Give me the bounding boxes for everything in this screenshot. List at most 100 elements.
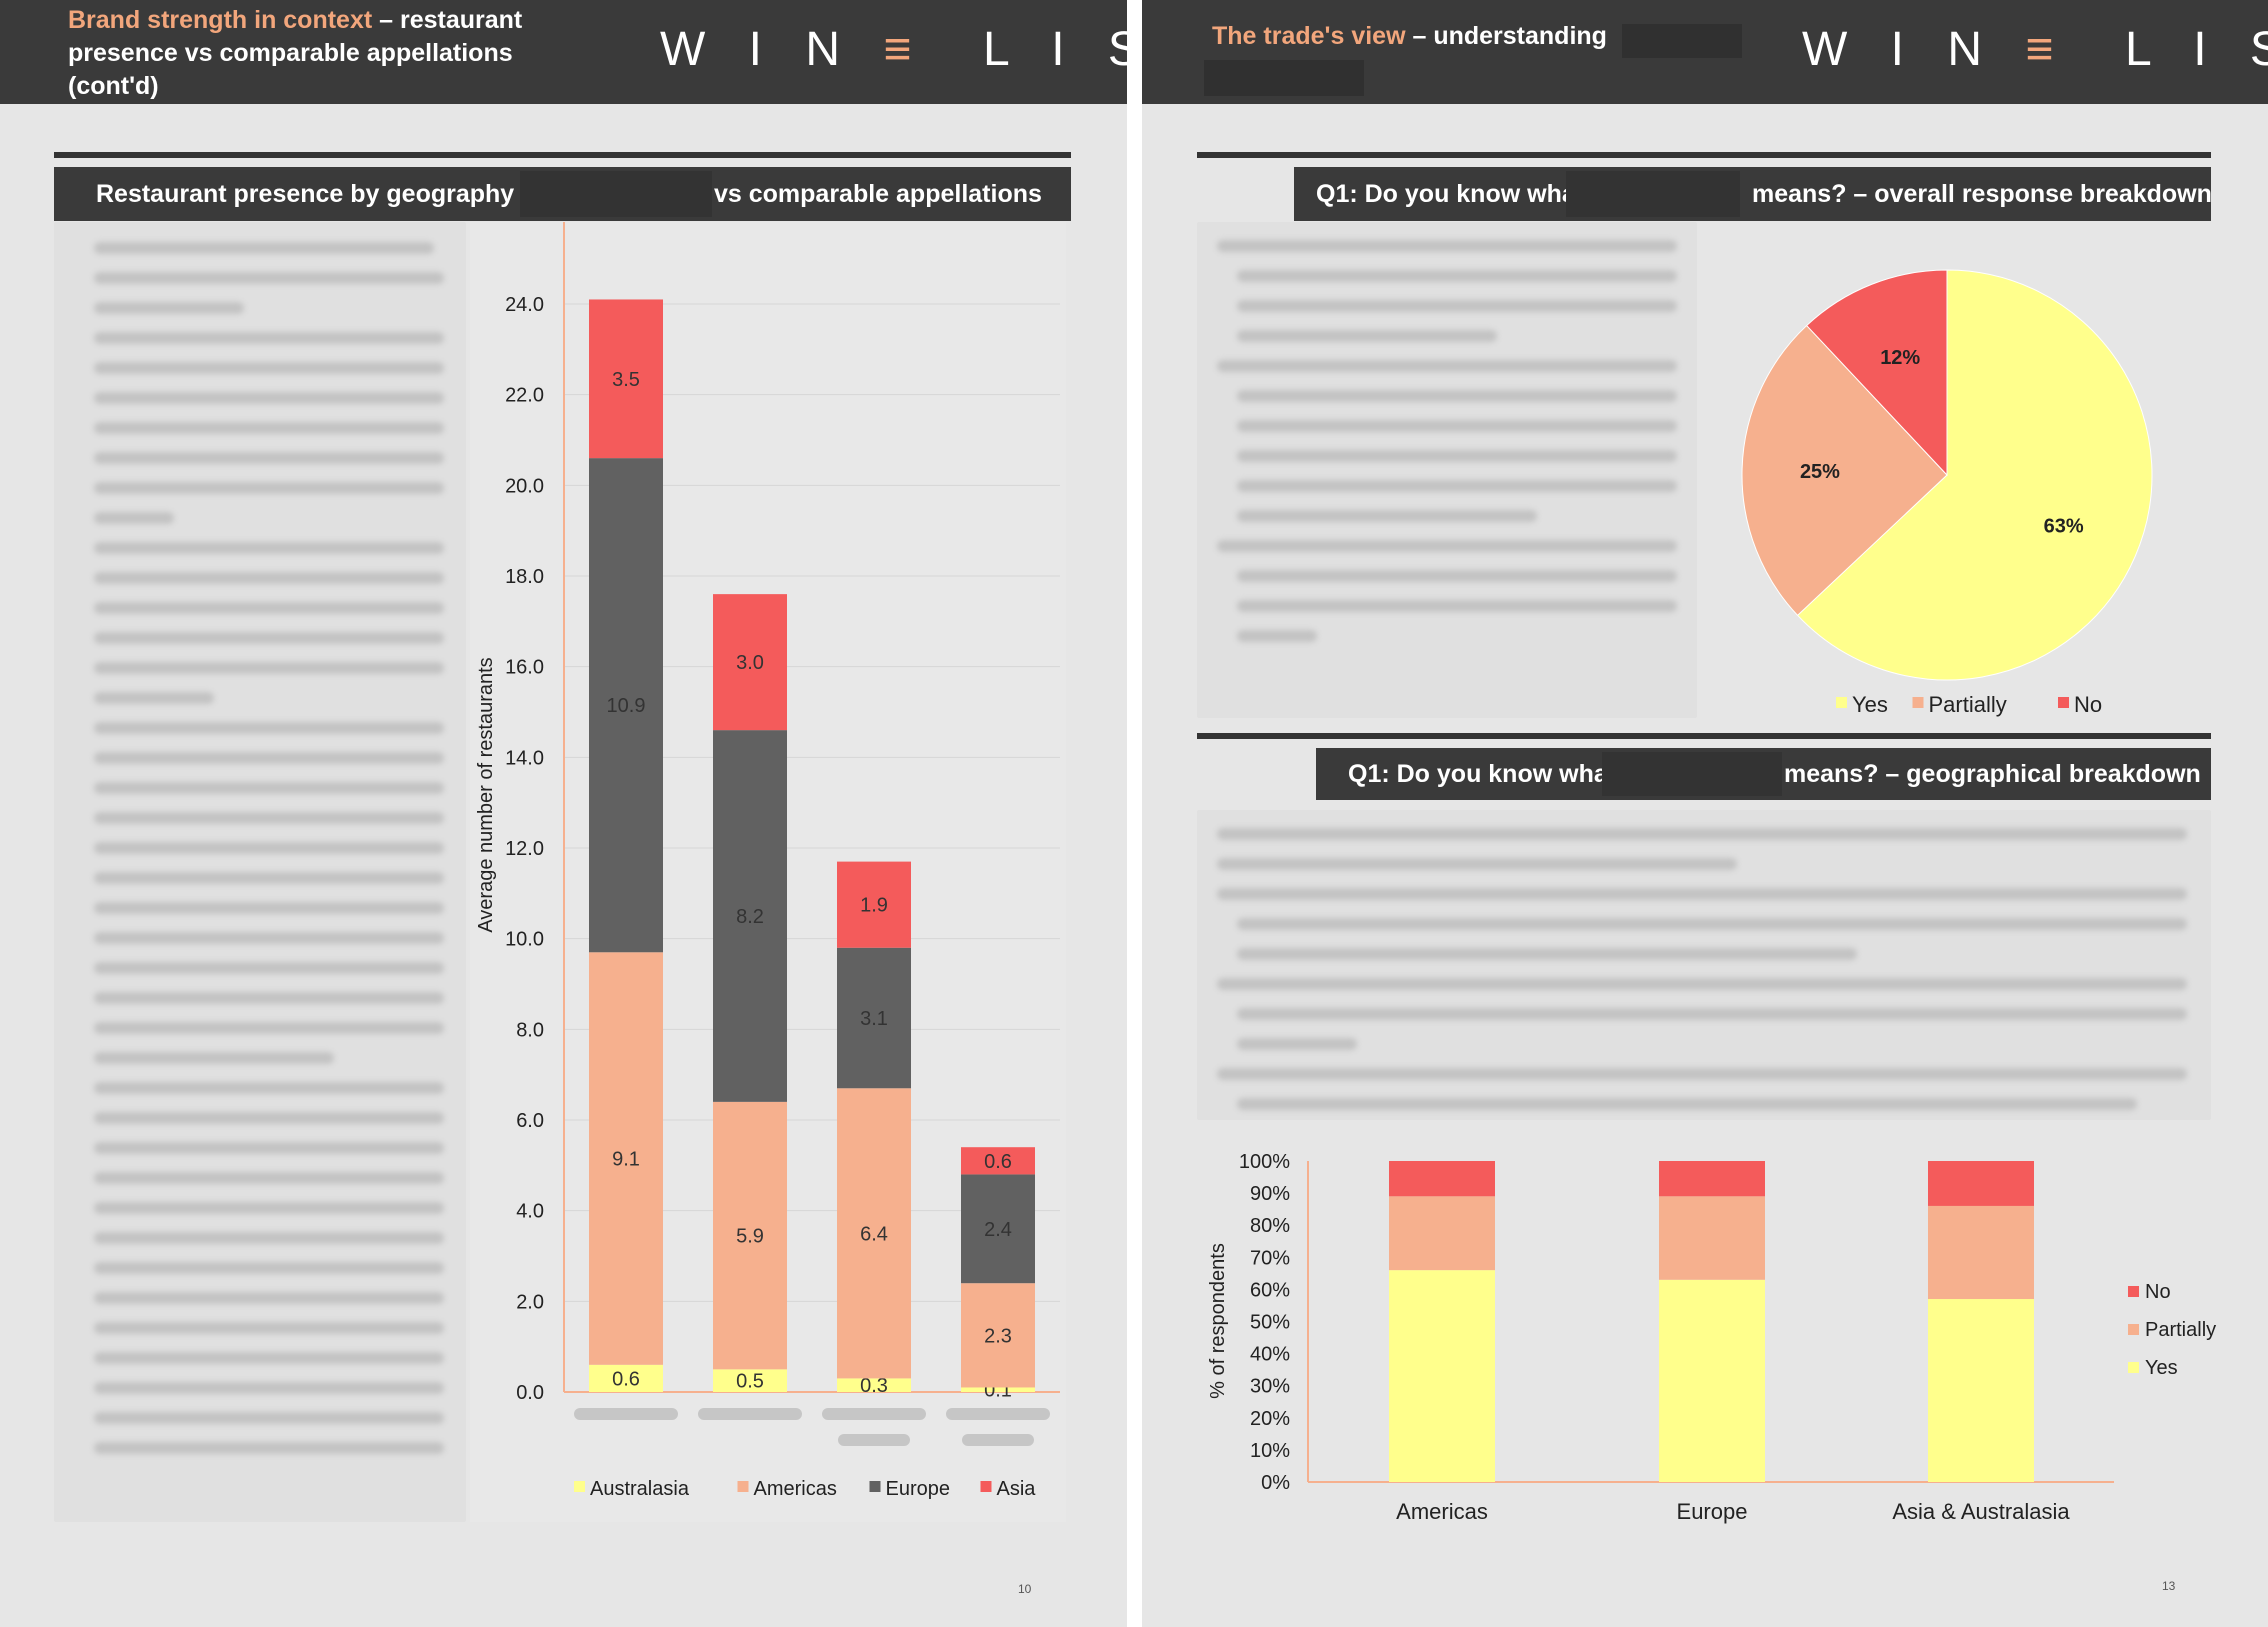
y-axis-label: Average number of restaurants (475, 657, 497, 932)
redacted-title-fragment (1204, 60, 1364, 96)
wine-lister-logo: W I N ≡ L I S T ≡ R (1802, 23, 2268, 76)
section-rule (1197, 733, 2211, 739)
bar-data-label: 3.0 (736, 652, 764, 674)
blurred-category-label (962, 1434, 1034, 1446)
bar-segment-no (1659, 1161, 1765, 1197)
pie-slice-no (1805, 269, 1948, 477)
y-tick-label: 90% (1250, 1183, 1290, 1205)
legend-swatch-yes (1836, 697, 1847, 708)
x-category-label: Americas (1396, 1499, 1488, 1524)
legend-swatch-americas (737, 1481, 749, 1492)
legend-swatch-no (2128, 1286, 2139, 1297)
bar-data-label: 2.3 (984, 1325, 1012, 1347)
restaurant-presence-stacked-bar-chart: 0.0 2.0 4.0 6.0 8.0 10.0 12.0 14.0 16.0 18.0 20.0 2… (470, 222, 1066, 1522)
pie-data-label: 63% (2044, 515, 2084, 537)
bar-data-label: 0.6 (612, 1368, 640, 1390)
y-tick-label: 14.0 (505, 747, 544, 769)
section-rule (54, 152, 1071, 158)
blurred-category-label (698, 1408, 802, 1420)
pie-slice-partially (1741, 324, 1948, 617)
legend-swatch-partially (1912, 697, 1924, 708)
y-axis-label: % of respondents (1207, 1243, 1229, 1399)
blurred-category-label (574, 1408, 678, 1420)
bar-data-label: 8.2 (736, 906, 764, 928)
page-number: 10 (1018, 1582, 1032, 1596)
section-header: Restaurant presence by geography – vs co… (54, 167, 1071, 221)
page-header: Brand strength in context – restaurant p… (0, 0, 1127, 104)
y-tick-label: 8.0 (516, 1019, 544, 1041)
y-tick-label: 0.0 (516, 1382, 544, 1404)
page-title: The trade's view – understanding (1212, 22, 1607, 50)
bar-data-label: 9.1 (612, 1149, 640, 1171)
y-tick-label: 60% (1250, 1279, 1290, 1301)
blurred-category-label (822, 1408, 926, 1420)
bar-segment-asia (961, 1147, 1035, 1175)
y-tick-label: 10% (1250, 1440, 1290, 1462)
bar-segment-yes (1659, 1279, 1765, 1482)
y-tick-label: 6.0 (516, 1110, 544, 1132)
bar-data-label: 3.1 (860, 1008, 888, 1030)
bar-segment-europe (589, 458, 663, 953)
y-tick-label: 40% (1250, 1344, 1290, 1366)
y-tick-label: 12.0 (505, 838, 544, 860)
blurred-category-label (838, 1434, 910, 1446)
blurred-category-label (946, 1408, 1050, 1420)
legend-label-europe: Europe (886, 1478, 951, 1500)
redacted-category (1602, 752, 1782, 796)
y-tick-label: 30% (1250, 1376, 1290, 1398)
bar-data-label: 0.3 (860, 1375, 888, 1397)
blurred-commentary (1197, 222, 1697, 718)
legend-swatch-yes (2128, 1362, 2139, 1373)
y-tick-label: 20.0 (505, 475, 544, 497)
bar-segment-americas (837, 1088, 911, 1379)
pie-data-label: 25% (1800, 461, 1840, 483)
page-title: Brand strength in context – restaurant p… (68, 6, 523, 100)
legend-label-americas: Americas (754, 1478, 837, 1500)
section-rule (1197, 152, 2211, 158)
page-header: The trade's view – understanding W I N ≡… (1142, 0, 2268, 104)
bar-segment-asia (713, 594, 787, 731)
page-10: Brand strength in context – restaurant p… (0, 0, 1127, 1627)
bar-data-label: 10.9 (607, 695, 646, 717)
y-tick-label: 0% (1261, 1472, 1290, 1494)
bar-segment-americas (961, 1283, 1035, 1388)
bar-segment-americas (713, 1101, 787, 1370)
bar-data-label: 2.4 (984, 1219, 1012, 1241)
bar-segment-no (1389, 1161, 1495, 1197)
bar-segment-partially (1389, 1196, 1495, 1271)
q1-geo-header: Q1: Do you know what means? – geographic… (1316, 748, 2211, 800)
page-number: 13 (2162, 1579, 2176, 1593)
bar-segment-asia (589, 299, 663, 459)
bar-segment-europe (713, 730, 787, 1102)
y-tick-label: 18.0 (505, 566, 544, 588)
bar-segment-europe (961, 1174, 1035, 1284)
legend-label-australasia: Australasia (590, 1478, 690, 1500)
bar-data-label: 5.9 (736, 1226, 764, 1248)
wine-lister-logo: W I N ≡ L I S T ≡ R (660, 23, 1127, 76)
redacted-category (1566, 171, 1740, 217)
y-tick-label: 100% (1239, 1151, 1290, 1173)
legend-swatch-australasia (574, 1481, 585, 1492)
x-category-label: Europe (1677, 1499, 1748, 1524)
bar-segment-australasia (837, 1378, 911, 1392)
legend-swatch-partially (2128, 1324, 2139, 1335)
bar-segment-europe (837, 947, 911, 1089)
legend-label-asia: Asia (997, 1478, 1037, 1500)
y-tick-label: 24.0 (505, 294, 544, 316)
bar-segment-australasia (713, 1369, 787, 1392)
bar-segment-partially (1928, 1205, 2034, 1300)
redacted-appellation (520, 171, 712, 217)
page-13: The trade's view – understanding W I N ≡… (1142, 0, 2268, 1627)
legend-label-yes: Yes (1852, 692, 1888, 717)
legend-label-yes: Yes (2145, 1357, 2178, 1379)
bar-data-label: 6.4 (860, 1223, 888, 1245)
bar-segment-yes (1928, 1299, 2034, 1482)
x-category-label: Asia & Australasia (1892, 1499, 2070, 1524)
pie-slice-yes (1796, 269, 2153, 681)
bar-segment-australasia (589, 1364, 663, 1392)
redacted-title-fragment (1622, 24, 1742, 58)
bar-data-label: 0.5 (736, 1371, 764, 1393)
legend-swatch-asia (980, 1481, 992, 1492)
y-tick-label: 16.0 (505, 657, 544, 679)
legend-label-partially: Partially (1929, 692, 2007, 717)
